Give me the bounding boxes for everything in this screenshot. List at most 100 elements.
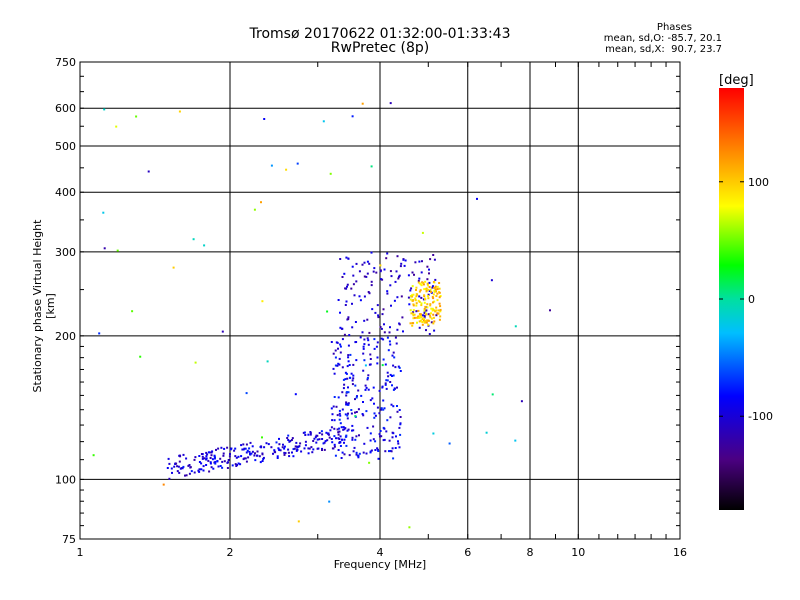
data-point [362,369,365,372]
data-point [352,450,355,453]
data-point [219,457,222,460]
data-point [331,413,334,416]
data-point [358,295,361,298]
data-point [549,309,551,312]
data-point [370,251,373,254]
data-point [385,257,388,260]
data-point [354,438,357,441]
data-point [296,448,299,451]
data-point [371,308,374,311]
data-point [371,397,374,400]
data-point [330,407,333,410]
data-point [237,462,240,465]
data-point [361,413,364,415]
data-point [426,303,429,306]
data-point [345,391,348,394]
series-o-mode-low-band [166,426,346,480]
data-point [381,313,384,316]
data-point [411,295,414,298]
data-point [380,435,383,438]
data-point [351,383,354,386]
data-point [333,443,336,446]
data-point [394,447,397,449]
data-point [328,436,331,439]
data-point [408,303,411,306]
y-tick-label: 300 [55,246,76,259]
data-point [339,422,342,425]
x-axis-label: Frequency [MHz] [333,558,427,571]
series-scattered-echoes [92,102,551,529]
data-point [178,471,181,474]
data-point [413,273,415,276]
data-point [436,292,439,295]
data-point [188,464,191,466]
data-point [430,317,433,320]
data-point [194,361,197,364]
data-point [394,336,397,339]
data-point [372,425,375,428]
data-point [235,465,238,467]
data-point [92,454,95,457]
data-point [398,409,401,411]
data-point [425,287,428,290]
data-point [354,384,357,387]
data-point [433,281,436,284]
data-point [307,452,310,455]
data-point [370,165,373,168]
data-point [198,461,201,463]
data-point [240,444,243,447]
data-point [347,316,350,319]
data-point [411,271,414,274]
data-point [335,405,338,408]
data-point [427,293,430,296]
data-point [222,454,225,457]
data-point [267,443,270,446]
data-point [273,450,276,453]
data-point [374,449,377,451]
data-point [347,344,350,347]
data-point [175,462,178,465]
data-point [415,286,418,289]
data-point [382,358,385,361]
data-point [190,470,193,473]
data-point [428,314,431,317]
data-point [203,244,206,247]
data-point [281,446,284,449]
data-point [385,430,388,433]
data-point [423,321,426,324]
data-point [426,306,429,309]
data-point [435,314,438,317]
data-point [211,450,214,453]
data-point [352,274,355,277]
data-point [438,296,441,299]
data-point [312,448,315,451]
x-tick-label: 6 [464,546,471,559]
data-point [436,299,439,302]
data-point [346,417,349,420]
stats-o-mode: mean, sd,O: -85.7, 20.1 [603,33,722,44]
data-point [354,411,356,414]
data-point [389,284,392,287]
data-point [200,453,203,455]
data-point [263,446,266,449]
data-point [345,401,348,404]
data-point [309,432,312,434]
data-point [337,449,340,451]
data-point [438,287,441,290]
data-point [351,115,354,118]
data-point [389,270,392,273]
data-point [355,453,358,456]
data-point [360,394,363,397]
data-point [389,102,392,105]
data-point [365,410,368,413]
data-point [354,398,356,401]
data-point [425,321,428,324]
data-point [419,314,422,317]
data-point [344,427,347,430]
data-point [321,447,323,450]
data-point [304,444,307,447]
data-point [392,351,395,354]
data-point [363,338,366,341]
data-point [339,414,342,417]
data-point [435,290,437,293]
